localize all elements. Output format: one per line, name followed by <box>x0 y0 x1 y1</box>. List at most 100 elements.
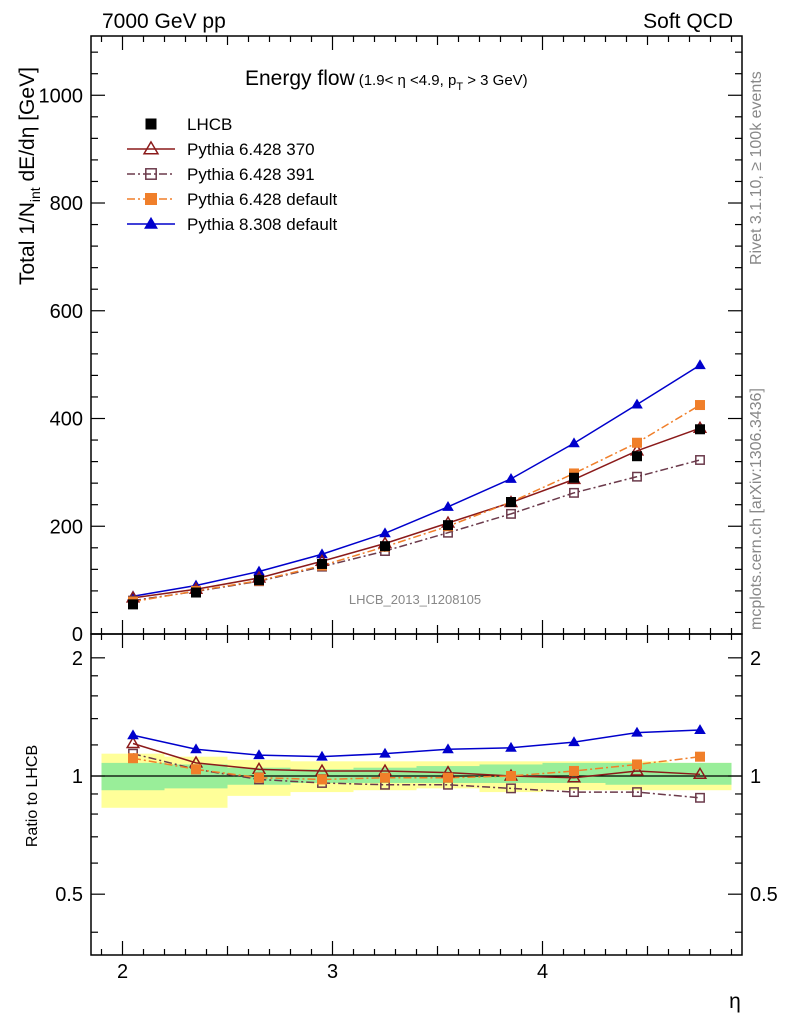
main-data-point <box>506 497 516 508</box>
mcplots-reference-text: mcplots.cern.ch [arXiv:1306.3436] <box>748 388 765 630</box>
main-data-point <box>253 565 265 576</box>
tick-label: 3 <box>327 961 338 983</box>
ratio-data-point <box>506 783 516 794</box>
ratio-data-point <box>316 750 328 761</box>
main-data-point <box>568 437 580 448</box>
legend-marker <box>145 118 157 130</box>
ratio-data-point <box>317 774 327 785</box>
legend-label: Pythia 6.428 370 <box>187 140 315 159</box>
tick-label: 2 <box>72 648 83 670</box>
tick-label: 1 <box>72 766 83 788</box>
ratio-data-point <box>631 726 643 737</box>
legend-marker <box>144 216 158 229</box>
tick-label: 600 <box>50 301 83 323</box>
main-series-line <box>132 459 701 602</box>
main-y-label-0: Total 1/N <box>16 202 39 285</box>
header-left-label: 7000 GeV pp <box>102 10 226 33</box>
main-y-axis-label: Total 1/Nint dE/dη [GeV] <box>16 67 43 285</box>
ratio-series-line <box>132 742 701 779</box>
main-series-line <box>132 404 701 603</box>
tick-label: 800 <box>50 193 83 215</box>
tick-label: 0 <box>72 624 83 646</box>
main-data-point <box>379 527 391 538</box>
tick-label: 0.5 <box>750 884 778 906</box>
legend-label: Pythia 8.308 default <box>187 215 338 234</box>
legend-entry: Pythia 6.428 391 <box>127 165 315 184</box>
legend-entry: Pythia 6.428 default <box>127 190 338 209</box>
ratio-data-point <box>505 741 517 752</box>
main-data-point <box>380 541 390 552</box>
legend-entry: Pythia 8.308 default <box>127 215 338 234</box>
main-data-point <box>505 472 517 483</box>
legend-marker <box>142 140 160 155</box>
plot-title-sub-1: η <box>398 72 406 89</box>
ratio-data-point <box>380 772 390 783</box>
tick-label: 400 <box>50 409 83 431</box>
tick-label: 0.5 <box>55 884 83 906</box>
tick-label: 200 <box>50 516 83 538</box>
main-data-point <box>442 500 454 511</box>
legend-label: LHCB <box>187 115 232 134</box>
main-plot-layer <box>125 359 708 610</box>
main-data-point <box>317 558 327 569</box>
legend: LHCB Pythia 6.428 370 Pythia 6.428 391 Pyth… <box>127 115 338 234</box>
x-axis-label: η <box>729 990 741 1013</box>
main-data-point <box>254 575 264 586</box>
rivet-version-text: Rivet 3.1.10, ≥ 100k events <box>748 71 765 265</box>
legend-entry: Pythia 6.428 370 <box>127 140 315 159</box>
plot-title-sub-3: T <box>456 81 463 93</box>
plot-title-main: Energy flow <box>245 67 356 90</box>
axes-layer: 2 3 4 0 200 400 600 800 1000 0.5 0.5 1 1 2 2 <box>39 35 778 983</box>
ratio-data-point <box>254 772 264 783</box>
plot-title-sub-4: > 3 GeV) <box>463 72 528 89</box>
tick-label: 4 <box>537 961 548 983</box>
tick-label: 2 <box>117 961 128 983</box>
main-data-point <box>443 520 453 531</box>
main-data-point <box>695 455 705 465</box>
main-data-point <box>569 487 579 498</box>
main-data-point <box>632 471 642 482</box>
main-data-point <box>569 472 579 483</box>
main-data-point <box>128 599 138 610</box>
ratio-data-point <box>128 753 138 764</box>
ratio-data-point <box>694 724 706 734</box>
main-data-point <box>506 508 516 519</box>
plot-title-sub-0: (1.9< <box>359 72 398 89</box>
ratio-plot-layer <box>91 724 742 808</box>
main-data-point <box>316 548 328 559</box>
legend-marker <box>145 168 157 180</box>
main-data-point <box>694 359 706 370</box>
main-data-point <box>695 424 705 435</box>
ratio-data-point <box>632 759 642 770</box>
ratio-data-point <box>695 792 705 803</box>
main-data-point <box>695 400 705 411</box>
plot-title: Energy flow (1.9< η <4.9, pT > 3 GeV) <box>245 67 528 93</box>
ratio-data-point <box>566 770 582 783</box>
ratio-data-point <box>253 749 265 760</box>
legend-marker <box>145 193 157 205</box>
ratio-data-point <box>506 771 516 782</box>
ratio-data-point <box>632 787 642 798</box>
ratio-data-point <box>568 736 580 747</box>
header-right-label: Soft QCD <box>643 10 733 33</box>
main-data-point <box>191 587 201 598</box>
ratio-data-point <box>379 747 391 758</box>
ratio-data-point <box>569 765 579 776</box>
ratio-series-line <box>132 729 701 758</box>
ratio-data-point <box>692 766 708 780</box>
main-series-line <box>132 364 701 598</box>
ratio-data-point <box>442 743 454 754</box>
analysis-watermark: LHCB_2013_I1208105 <box>349 592 481 607</box>
main-data-point <box>632 437 642 448</box>
tick-label: 1 <box>750 766 761 788</box>
tick-label: 1000 <box>39 85 84 107</box>
tick-label: 2 <box>750 648 761 670</box>
main-data-point <box>632 451 642 462</box>
legend-label: Pythia 6.428 default <box>187 190 338 209</box>
legend-label: Pythia 6.428 391 <box>187 165 315 184</box>
main-y-label-1: int <box>27 187 43 202</box>
ratio-stat-uncertainty-band <box>605 762 669 785</box>
ratio-data-point <box>191 764 201 775</box>
ratio-data-point <box>443 772 453 783</box>
